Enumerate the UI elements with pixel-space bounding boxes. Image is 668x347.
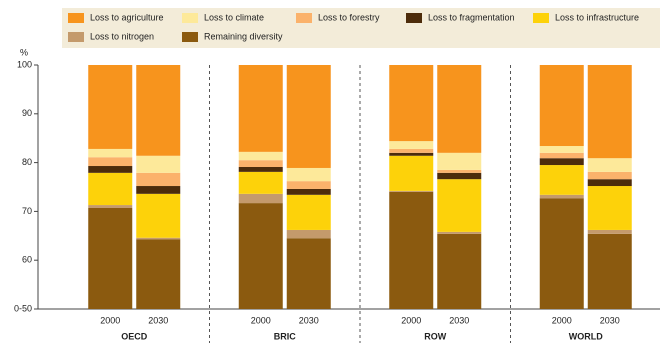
bar-segment [539,65,584,147]
legend-label: Remaining diversity [204,31,283,41]
x-tick-label: 2000 [401,315,421,325]
legend-label: Loss to forestry [318,12,380,22]
legend-swatch [182,32,198,42]
bar-segment [389,190,434,192]
legend-swatch [68,32,84,42]
bar-segment [539,165,584,195]
bar-segment [539,146,584,153]
bar-segment [88,65,133,149]
bar-segment [587,229,632,234]
bar-segment [136,65,181,156]
bar-segment [136,237,181,240]
bar-segment [286,229,331,239]
bar-segment [539,152,584,159]
legend-label: Loss to infrastructure [555,12,639,22]
bar-segment [539,198,584,309]
bar-segment [88,205,133,208]
bar-segment [136,239,181,309]
bar-segment [136,193,181,238]
bar-segment [437,169,482,173]
bar-segment [286,238,331,309]
x-tick-label: 2000 [251,315,271,325]
bar-segment [437,152,482,170]
bar-segment [587,233,632,309]
bar-segment [587,65,632,159]
bar-segment [88,166,133,173]
legend-swatch [406,13,422,23]
bar-segment [389,191,434,309]
legend-swatch [296,13,312,23]
bar-segment [136,155,181,173]
bar-segment [286,194,331,230]
bar-segment [286,65,331,168]
bar-segment [539,194,584,199]
legend-label: Loss to fragmentation [428,12,515,22]
bar-segment [238,65,283,152]
y-tick-label: 0-50 [14,303,32,313]
bar-segment [88,172,133,206]
bar-segment [136,186,181,194]
legend-swatch [68,13,84,23]
legend-swatch [182,13,198,23]
bar-segment [389,141,434,149]
x-tick-label: 2030 [148,315,168,325]
bar-segment [389,148,434,153]
bar-segment [238,171,283,194]
x-tick-label: 2030 [299,315,319,325]
x-tick-label: 2000 [552,315,572,325]
bar-segment [238,160,283,167]
bar-segment [238,193,283,204]
bar-segment [437,65,482,153]
bar-segment [88,157,133,167]
group-label: BRIC [274,331,296,341]
bar-segment [286,181,331,189]
y-tick-label: 90 [22,108,32,118]
bar-segment [437,233,482,309]
legend-box [62,8,660,48]
bar-segment [238,151,283,161]
bar-segment [238,203,283,309]
group-label: WORLD [569,331,603,341]
y-tick-label: 80 [22,157,32,167]
bar-segment [389,152,434,156]
bar-segment [88,207,133,309]
bar-segment [88,148,133,158]
bar-segment [437,179,482,232]
bar-segment [389,155,434,191]
bar-segment [136,172,181,187]
bar-segment [539,158,584,166]
group-label: ROW [424,331,447,341]
legend-swatch [533,13,549,23]
bar-segment [587,171,632,180]
bar-segment [587,158,632,172]
bar-segment [437,231,482,234]
bar-segment [587,186,632,230]
group-label: OECD [121,331,148,341]
bar-segment [286,167,331,182]
y-tick-label: 60 [22,255,32,265]
legend-label: Loss to agriculture [90,12,164,22]
y-tick-label: 70 [22,206,32,216]
bar-segment [437,172,482,180]
x-tick-label: 2000 [100,315,120,325]
x-tick-label: 2030 [600,315,620,325]
x-tick-label: 2030 [449,315,469,325]
bar-segment [286,188,331,195]
y-tick-label: 100 [17,59,32,69]
bar-segment [389,65,434,142]
bar-segment [587,179,632,187]
y-axis-label: % [20,47,28,57]
legend-label: Loss to nitrogen [90,31,154,41]
legend-label: Loss to climate [204,12,264,22]
bar-segment [238,166,283,172]
